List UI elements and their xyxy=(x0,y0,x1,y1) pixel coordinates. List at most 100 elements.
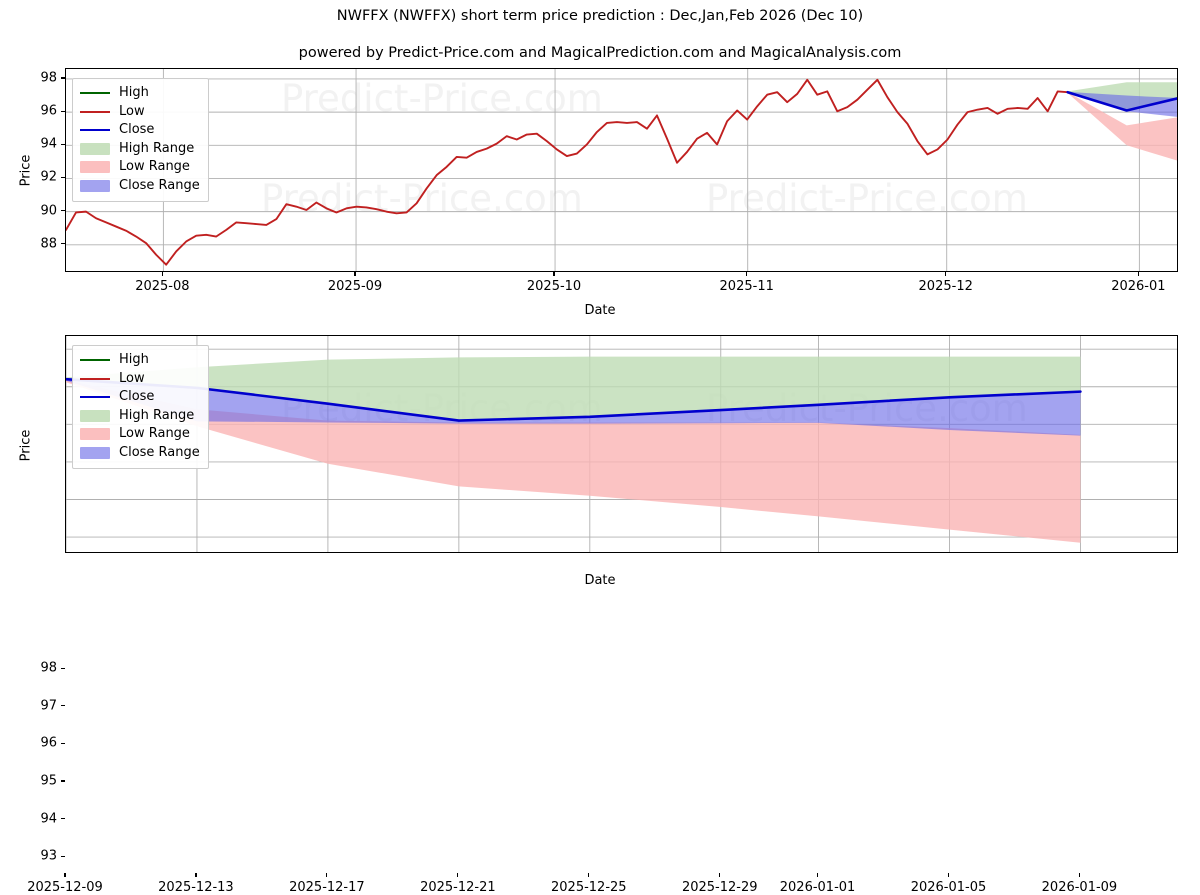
page-subtitle: powered by Predict-Price.com and Magical… xyxy=(298,45,902,61)
band-close-range xyxy=(66,378,1081,436)
overview-plot-area: Predict-Price.com Predict-Price.com Predic… xyxy=(65,68,1178,272)
legend-item-label: Close Range xyxy=(119,444,200,460)
y-tick-label: 88 xyxy=(40,236,57,252)
legend-swatch-icon xyxy=(80,372,110,386)
legend-item-label: Close Range xyxy=(119,177,200,193)
legend-item-label: High xyxy=(119,85,149,101)
y-tick-mark xyxy=(61,77,65,79)
y-tick-label: 96 xyxy=(40,103,57,119)
y-tick-mark xyxy=(61,667,65,669)
legend-item-label: High xyxy=(119,352,149,368)
x-tick-mark xyxy=(354,272,356,276)
y-tick-mark xyxy=(61,742,65,744)
legend-item-high[interactable]: High xyxy=(80,351,200,370)
y-tick-mark xyxy=(61,855,65,857)
y-tick-label: 98 xyxy=(40,70,57,86)
x-tick-label: 2025-12-25 xyxy=(551,880,627,895)
legend-item-high[interactable]: High xyxy=(80,84,200,103)
legend-swatch-icon xyxy=(80,390,110,404)
forecast-detail-panel: Price Predict-Price.comPredict-Price.com… xyxy=(0,320,1200,895)
x-tick-mark xyxy=(195,873,197,877)
x-tick-label: 2025-12-13 xyxy=(158,880,234,895)
legend-swatch-icon xyxy=(80,142,110,156)
x-tick-label: 2025-10 xyxy=(526,279,582,294)
legend-item-label: Close xyxy=(119,389,155,405)
x-tick-label: 2026-01-05 xyxy=(910,880,987,895)
x-tick-mark xyxy=(947,873,950,877)
legend-item-close[interactable]: Close xyxy=(80,121,200,140)
x-tick-mark xyxy=(64,873,66,877)
y-tick-mark xyxy=(61,110,65,112)
legend-item-label: Low Range xyxy=(119,426,190,442)
y-tick-label: 96 xyxy=(40,735,57,751)
legend-item-low[interactable]: Low xyxy=(80,103,200,122)
legend-item-label: Low xyxy=(119,103,145,119)
detail-y-axis-label: Price xyxy=(18,429,34,462)
legend-item-high-range[interactable]: High Range xyxy=(80,140,200,159)
x-tick-label: 2026-01 xyxy=(1111,279,1166,294)
series-line xyxy=(66,78,1069,266)
y-tick-label: 94 xyxy=(40,811,57,826)
legend-swatch-icon xyxy=(80,179,110,193)
legend-item-close[interactable]: Close xyxy=(80,388,200,407)
y-tick-mark xyxy=(61,143,65,145)
x-tick-label: 2025-12 xyxy=(918,279,973,294)
legend-item-low-range[interactable]: Low Range xyxy=(80,158,200,177)
legend-item-label: Low Range xyxy=(119,159,190,175)
x-tick-mark xyxy=(588,873,590,877)
band-close-range xyxy=(1067,91,1177,117)
legend-item-close-range[interactable]: Close Range xyxy=(80,444,200,463)
detail-legend: High Low Close High Range Low Range Close Ran… xyxy=(72,345,209,469)
svg-text:Predict-Price.com: Predict-Price.com xyxy=(261,177,583,220)
series-line xyxy=(1066,90,1177,112)
page-title: NWFFX (NWFFX) short term price predictio… xyxy=(336,8,864,24)
x-tick-mark xyxy=(326,873,328,877)
legend-swatch-icon xyxy=(80,427,110,441)
x-tick-mark xyxy=(746,272,748,276)
y-tick-label: 94 xyxy=(40,136,57,152)
x-tick-mark xyxy=(1078,873,1081,877)
legend-item-label: High Range xyxy=(119,407,195,423)
x-tick-mark xyxy=(161,272,163,276)
legend-swatch-icon xyxy=(80,409,110,423)
legend-swatch-icon xyxy=(80,105,110,119)
svg-text:Predict-Price.com: Predict-Price.com xyxy=(706,177,1028,220)
y-tick-mark xyxy=(61,243,65,245)
x-tick-label: 2025-11 xyxy=(719,279,774,294)
legend-swatch-icon xyxy=(80,446,110,460)
x-tick-label: 2025-08 xyxy=(135,279,190,294)
y-tick-label: 95 xyxy=(40,773,57,789)
legend-swatch-icon xyxy=(80,86,110,100)
x-tick-mark xyxy=(553,272,555,276)
legend-item-label: High Range xyxy=(119,140,195,156)
overview-panel: Price Predict-Price.com Predict-Price.com… xyxy=(0,0,1200,320)
legend-swatch-icon xyxy=(80,353,110,367)
y-tick-mark xyxy=(61,780,65,782)
y-tick-label: 92 xyxy=(40,169,57,185)
legend-item-low[interactable]: Low xyxy=(80,370,200,389)
x-tick-label: 2026-01-01 xyxy=(779,880,856,895)
series-line xyxy=(66,377,1082,422)
y-tick-label: 93 xyxy=(40,848,57,864)
legend-item-low-range[interactable]: Low Range xyxy=(80,425,200,444)
legend-item-high-range[interactable]: High Range xyxy=(80,407,200,426)
x-tick-label: 2025-12-09 xyxy=(27,880,103,895)
x-tick-label: 2025-12-29 xyxy=(681,880,758,895)
y-tick-mark xyxy=(61,210,65,212)
x-tick-mark xyxy=(945,272,947,276)
legend-item-label: Close xyxy=(119,122,155,138)
y-tick-label: 97 xyxy=(40,698,57,714)
y-tick-mark xyxy=(61,176,65,179)
y-tick-label: 90 xyxy=(40,203,57,219)
band-low-range xyxy=(1067,92,1177,161)
svg-text:Predict-Price.com: Predict-Price.com xyxy=(281,77,603,120)
y-tick-mark xyxy=(61,705,65,707)
legend-swatch-icon xyxy=(80,123,110,137)
legend-item-close-range[interactable]: Close Range xyxy=(80,177,200,196)
x-tick-label: 2025-12-17 xyxy=(289,880,365,895)
detail-x-axis-label: Date xyxy=(584,573,616,588)
x-tick-label: 2025-12-21 xyxy=(420,880,496,895)
x-tick-mark xyxy=(457,873,459,877)
